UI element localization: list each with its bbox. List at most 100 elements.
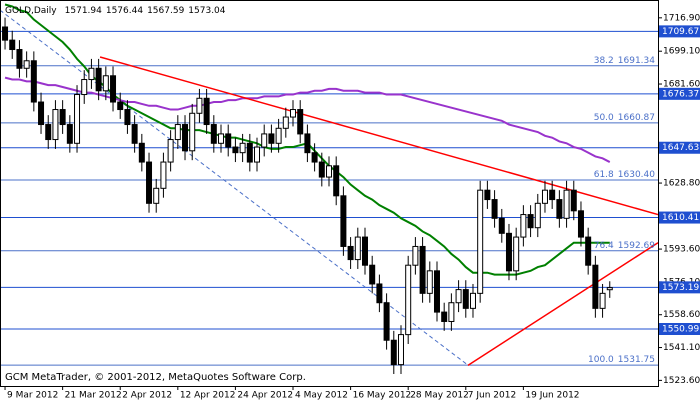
x-tick-label: 19 Jun 2012 [525,391,579,401]
candle-body [117,101,124,111]
fib-level-percent: 38.2 [594,55,614,65]
candle-body [304,133,311,154]
candle-body [261,133,268,148]
candle-body [297,109,304,135]
candle-body [347,245,354,261]
open-value: 1571.94 [65,6,102,16]
x-tick-label: 24 Apr 2012 [237,391,293,401]
x-tick-label: 7 Jun 2012 [468,391,516,401]
candle-body [520,214,527,238]
candle-body [282,116,289,129]
candle-body [210,124,217,144]
y-tick-label: 1541.10 [663,343,700,353]
candle-body [124,109,131,126]
candle-body [131,124,138,144]
candle-body [426,270,433,294]
fib-level-label: 38.2 1691.34 [594,55,656,65]
level-box [659,323,700,336]
plot-area [0,3,659,374]
candle-body [376,283,383,304]
footer: GCM MetaTrader, © 2001-2012, MetaQuotes … [5,372,306,383]
y-tick-label: 1699.10 [663,47,700,57]
y-tick-label: 1716.90 [663,13,700,23]
candle-body [505,232,512,272]
fib-level-percent: 100.0 [588,355,614,365]
level-box [659,87,700,100]
x-tick-label: 12 Apr 2012 [180,391,236,401]
candle-body [225,133,232,148]
candle-body [268,133,275,144]
candle-body [23,60,30,69]
candle-body [441,311,448,322]
candle-body [577,210,584,238]
candle-body [45,124,52,141]
candle-body [16,49,23,69]
candle-body [549,189,556,201]
candle-body [599,292,606,309]
candle-body [433,270,440,313]
chart-header: GOLD,Daily 1571.94 1576.44 1567.59 1573.04 [5,6,226,16]
chart-title: GOLD,Daily [5,6,57,16]
candle-body [333,165,340,197]
fib-level-label: 61.8 1630.40 [594,170,656,180]
candle-body [534,202,541,229]
candle-body [405,264,412,336]
y-tick-label: 1593.60 [663,245,700,255]
candle-body [254,146,261,163]
fib-level-label: 76.4 1592.69 [594,240,656,250]
candle-body [246,142,253,163]
candle-body [585,236,592,266]
candle-body [448,302,455,322]
high-value: 1576.44 [106,6,143,16]
y-tick-label: 1558.60 [663,310,700,320]
fib-level-label: 100.0 1531.75 [588,355,655,365]
candle-body [30,60,37,103]
candle-body [326,165,332,178]
level-label: 1709.67 [662,27,699,37]
candle-body [74,94,81,144]
candle-body [498,217,505,234]
candle-body [556,199,563,219]
candle-body [563,189,570,219]
candle-body [383,302,390,341]
candle-body [218,133,225,144]
level-box [659,141,700,154]
level-label: 1647.63 [662,143,699,153]
candle-body [160,161,167,189]
candle-body [469,292,476,309]
candle-body [9,39,16,51]
candle-body [88,67,95,81]
low-value: 1567.59 [147,6,184,16]
candle-body [513,236,520,272]
candle-body [138,142,145,163]
candle-body [606,287,613,291]
fib-level-price: 1630.40 [618,170,655,180]
candle-body [455,289,462,304]
x-tick-label: 16 May 2012 [353,391,412,401]
trend-line [99,56,659,216]
candle-body [66,124,73,144]
x-tick-label: 4 May 2012 [295,391,348,401]
candle-body [81,79,88,96]
candle-body [239,142,246,154]
y-tick-label: 1681.60 [663,80,700,90]
x-tick-label: 2 Apr 2012 [122,391,172,401]
candle-body [232,146,239,154]
fib-level-label: 50.0 1660.87 [594,112,655,122]
candle-body [390,339,397,366]
candle-body [592,264,599,309]
candle-body [541,189,548,204]
candle-body [153,187,160,204]
level-box [659,281,700,294]
candle-body [2,26,9,41]
trend-line [467,242,659,366]
candle-body [95,67,102,92]
candle-body [412,245,419,266]
candle-body [275,127,282,144]
plot-frame [0,0,659,387]
level-label: 1550.99 [662,325,699,335]
level-box [659,211,700,224]
candle-body [102,75,109,92]
level-label: 1610.41 [662,213,699,223]
